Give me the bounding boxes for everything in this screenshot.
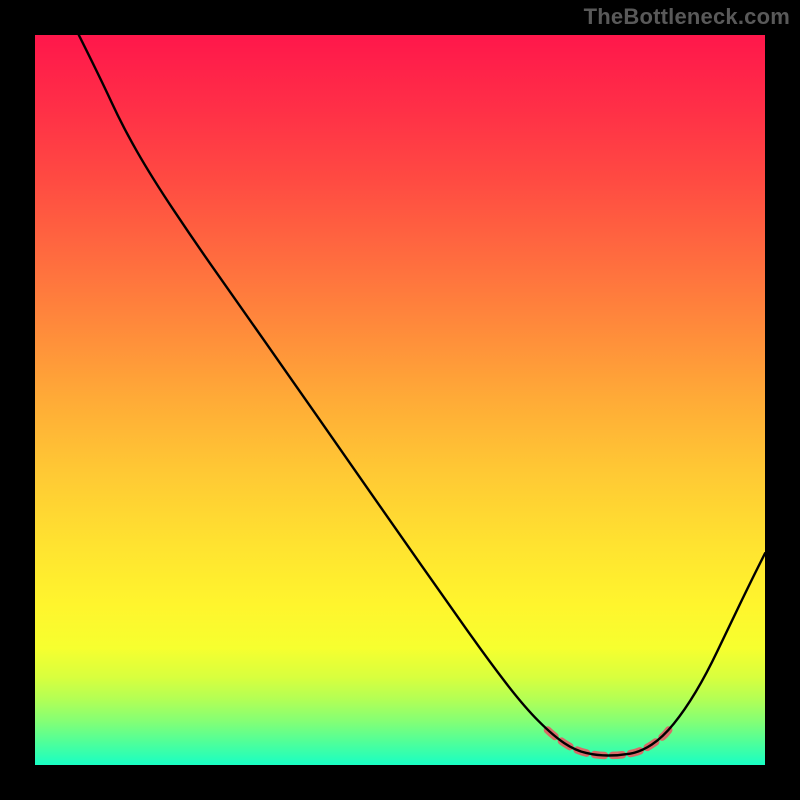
gradient-background <box>35 35 765 765</box>
bottleneck-curve-chart <box>35 35 765 765</box>
chart-frame: TheBottleneck.com <box>0 0 800 800</box>
plot-area <box>35 35 765 765</box>
attribution-watermark: TheBottleneck.com <box>584 4 790 30</box>
